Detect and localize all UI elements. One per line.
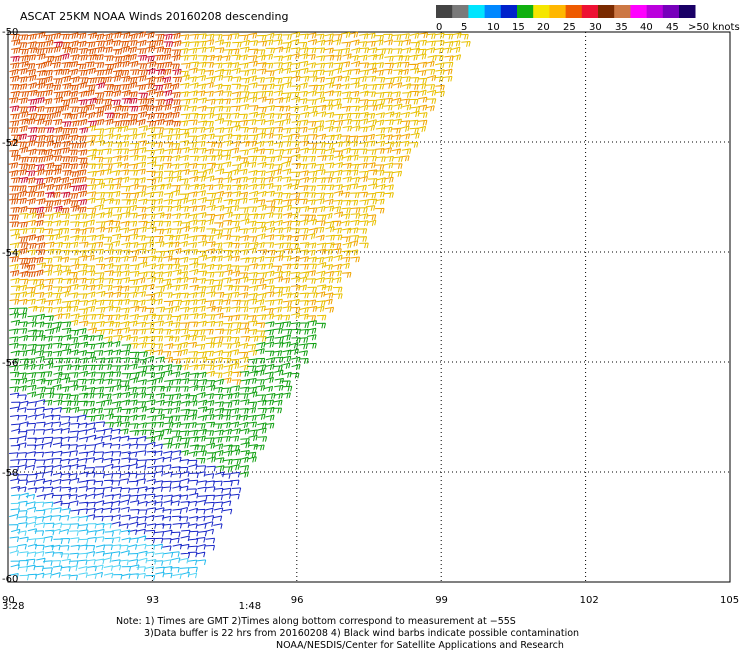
legend-label: 10 — [487, 22, 500, 33]
legend-label: 5 — [461, 22, 467, 33]
wind-speed-legend: 0 5 10 15 20 25 30 35 40 45 >50 knots — [436, 5, 740, 33]
longitude-label: 99 — [435, 595, 448, 606]
legend-label: 15 — [512, 22, 525, 33]
legend-label: 25 — [563, 22, 576, 33]
legend-label: 20 — [537, 22, 550, 33]
wind-barb-set — [9, 392, 242, 559]
legend-swatch — [581, 5, 599, 18]
latitude-label: -52 — [2, 138, 18, 149]
longitude-label: 90 — [2, 595, 15, 606]
latitude-label: -60 — [2, 574, 18, 585]
legend-swatch — [452, 5, 469, 18]
wind-barb-set — [9, 31, 471, 379]
map-title: ASCAT 25KM NOAA Winds 20160208 descendin… — [20, 10, 288, 23]
latitude-label: -56 — [2, 358, 18, 369]
wind-barb-set — [9, 33, 182, 214]
latitude-label: -58 — [2, 468, 18, 479]
legend-swatch — [500, 5, 518, 18]
swath-time-label: 3:28 — [2, 601, 24, 612]
legend-swatch — [614, 5, 631, 18]
longitude-label: 102 — [580, 595, 599, 606]
legend-swatch — [662, 5, 680, 18]
swath-time-label: 1:48 — [239, 601, 261, 612]
legend-label: 35 — [615, 22, 628, 33]
legend-label: 30 — [589, 22, 602, 33]
note-line-2: 3)Data buffer is 22 hrs from 20160208 4)… — [144, 628, 579, 639]
legend-label: 40 — [640, 22, 653, 33]
wind-barb-set — [8, 501, 198, 581]
note-line-1: Note: 1) Times are GMT 2)Times along bot… — [116, 616, 516, 627]
legend-swatch — [565, 5, 583, 18]
legend-label: >50 knots — [688, 22, 740, 33]
wind-barbs — [8, 31, 471, 581]
latitude-label: -54 — [2, 248, 18, 259]
latitude-label: -50 — [2, 27, 18, 38]
axis-labels: -50 -52 -54 -56 -58 -60 90 93 96 99 102 105 3:28 1:48 — [2, 27, 739, 612]
legend-swatch — [468, 5, 485, 18]
wind-barb-set — [8, 31, 183, 278]
legend-label: 0 — [436, 22, 442, 33]
wind-barb-set — [9, 307, 326, 478]
legend-swatch — [646, 5, 664, 18]
longitude-label: 93 — [146, 595, 159, 606]
longitude-label: 105 — [720, 595, 739, 606]
longitude-label: 96 — [291, 595, 304, 606]
legend-label: 45 — [666, 22, 679, 33]
legend-swatch — [484, 5, 502, 18]
legend-swatch — [517, 5, 534, 18]
map-frame — [7, 31, 731, 583]
legend-swatch — [630, 5, 647, 18]
legend-swatch — [549, 5, 566, 18]
legend-swatch — [533, 5, 550, 18]
wind-barb-set — [9, 492, 207, 581]
legend-swatch — [598, 5, 615, 18]
note-line-3: NOAA/NESDIS/Center for Satellite Applica… — [276, 640, 564, 650]
wind-barb-set — [9, 31, 454, 386]
legend-swatch — [679, 5, 696, 18]
legend-swatch — [436, 5, 453, 18]
